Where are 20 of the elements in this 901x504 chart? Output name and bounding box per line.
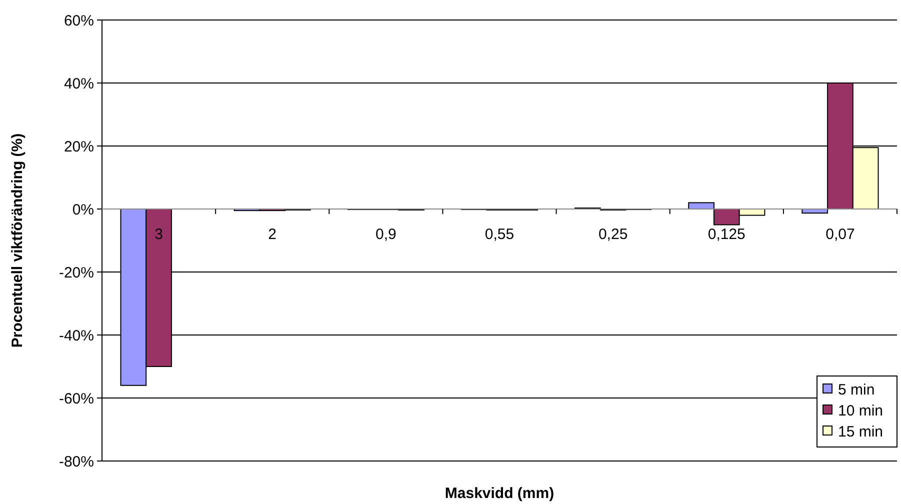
y-tick-label: 20% [64, 138, 94, 156]
y-tick-label: 60% [64, 12, 94, 30]
x-tick-label: 3 [154, 226, 163, 243]
x-tick-label: 0,9 [376, 226, 396, 243]
x-tick-label: 0,25 [598, 226, 628, 243]
y-tick-label: -80% [58, 453, 94, 470]
x-axis-title: Maskvidd (mm) [444, 485, 554, 502]
x-tick-label: 0,55 [484, 226, 514, 243]
y-tick-label: 0% [72, 201, 94, 218]
y-tick-label: -40% [58, 327, 94, 344]
y-axis-title: Procentuell viktförändring (%) [9, 133, 26, 348]
x-tick-label: 2 [268, 226, 277, 243]
y-tick-label: 40% [64, 75, 94, 92]
legend-label: 5 min [838, 381, 875, 398]
x-tick-label: 0,125 [708, 226, 746, 243]
y-tick-label: -20% [58, 264, 94, 282]
legend-label: 10 min [838, 402, 884, 420]
x-tick-label: 0,07 [826, 226, 855, 243]
legend-label: 15 min [838, 423, 884, 440]
y-tick-label: -60% [58, 390, 94, 408]
